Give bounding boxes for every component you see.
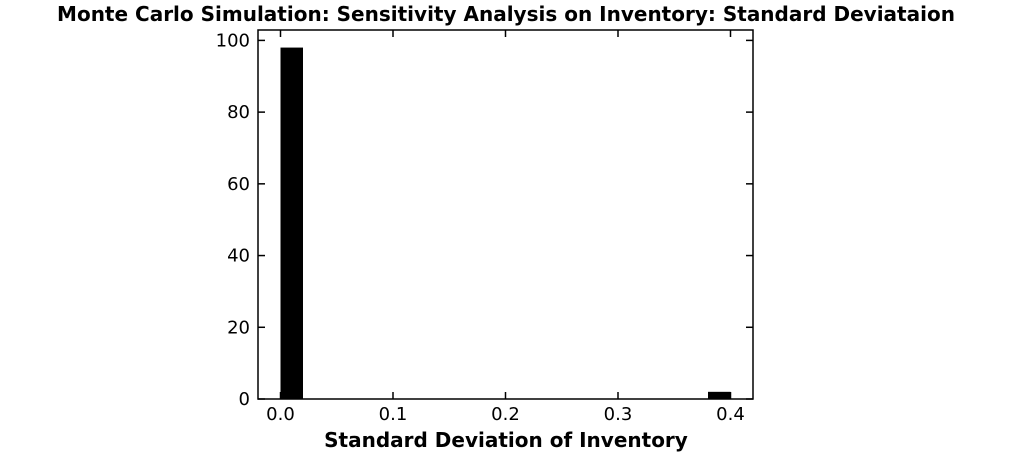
x-axis-label: Standard Deviation of Inventory <box>324 428 688 452</box>
y-tick-label: 60 <box>227 174 250 195</box>
x-tick-label: 0.2 <box>491 404 520 425</box>
x-tick-label: 0.0 <box>266 404 295 425</box>
x-tick-label: 0.3 <box>604 404 633 425</box>
y-tick-label: 0 <box>239 389 250 410</box>
y-tick-label: 40 <box>227 246 250 267</box>
x-tick-label: 0.4 <box>716 404 745 425</box>
x-tick-label: 0.1 <box>379 404 408 425</box>
y-tick-label: 80 <box>227 102 250 123</box>
y-tick-label: 100 <box>216 30 250 51</box>
chart-title: Monte Carlo Simulation: Sensitivity Anal… <box>57 2 955 26</box>
plot-frame <box>257 29 754 400</box>
bar <box>708 391 731 399</box>
bar <box>280 47 303 399</box>
y-tick-label: 20 <box>227 317 250 338</box>
